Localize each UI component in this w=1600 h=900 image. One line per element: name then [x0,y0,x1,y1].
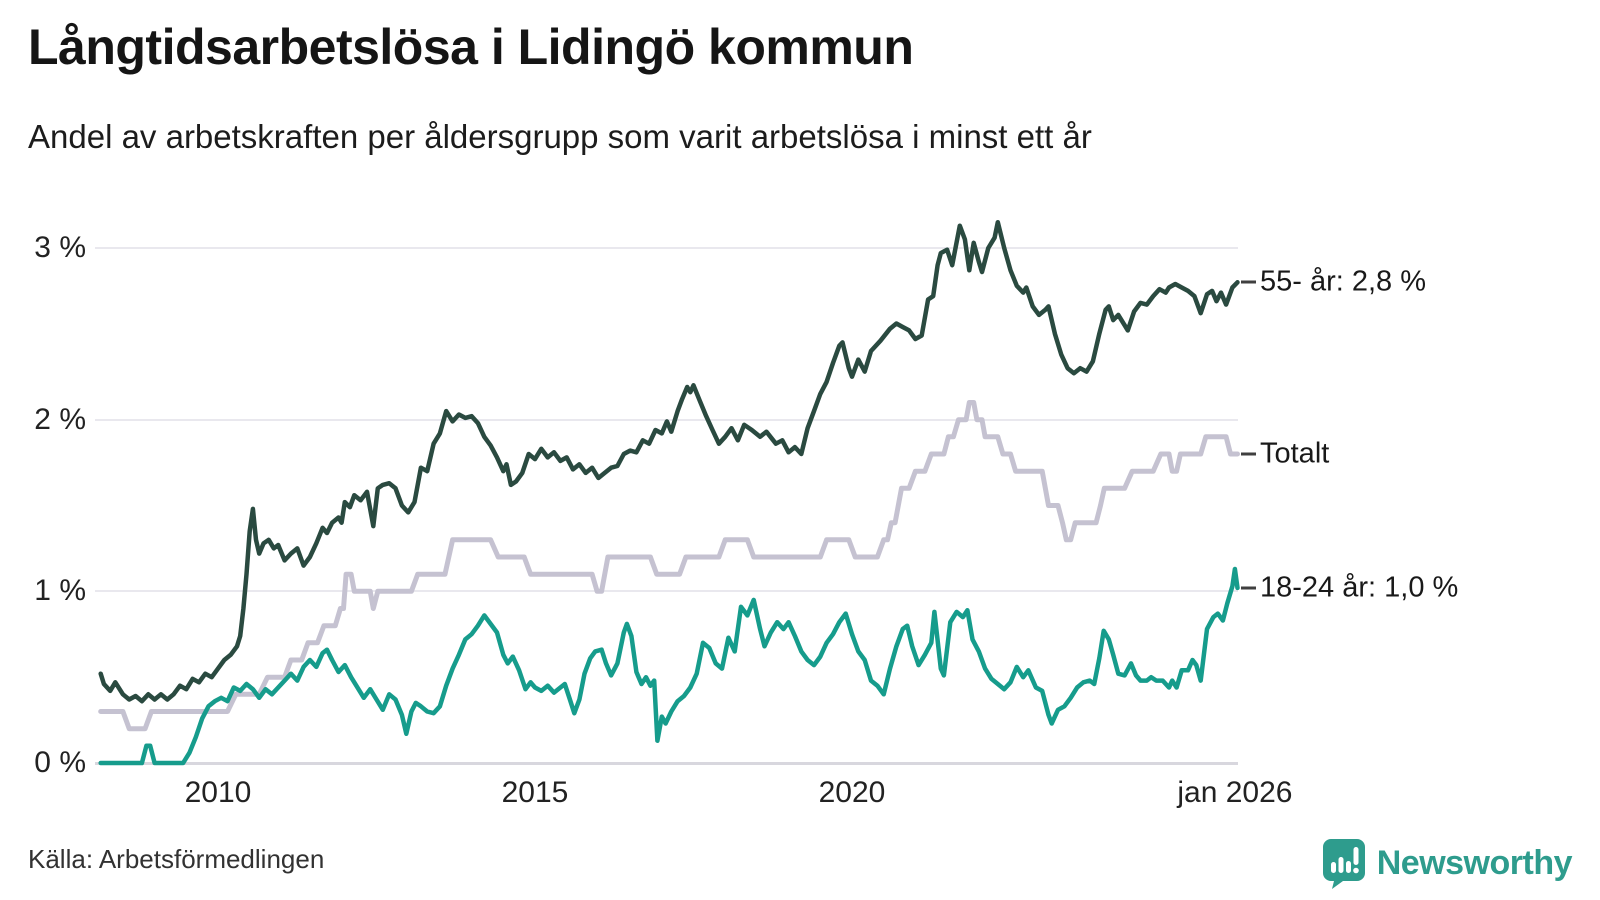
line-1824 [98,566,1240,766]
logo-bar-3 [1345,861,1351,873]
logo-bar-1 [1330,862,1336,873]
series-end-label-totalt: Totalt [1260,437,1330,470]
x-tick-label: 2015 [501,776,569,809]
series-end-label-55: 55- år: 2,8 % [1260,265,1427,298]
logo-exclamation-dot [1352,867,1359,874]
newsworthy-logo[interactable]: Newsworthy [1321,836,1573,890]
logo-bar-2 [1338,857,1344,873]
y-tick-label: 2 % [34,402,86,436]
gridline-3 [95,246,1238,249]
gridline-0 [95,762,1238,765]
gridline-1 [95,590,1238,593]
y-tick-label: 0 % [34,746,86,779]
x-tick-label: 2010 [184,776,252,809]
logo-exclamation-bar [1353,847,1359,865]
source-credit: Källa: Arbetsförmedlingen [28,844,325,874]
series-label-dash-55 [1241,280,1256,284]
brand-name: Newsworthy [1376,843,1573,882]
series-label-dash-1824 [1241,586,1256,590]
newsworthy-bubble-icon [1322,839,1365,889]
y-tick-label: 3 % [34,230,86,264]
x-tick-label: jan 2026 [1177,776,1293,809]
line-totalt [98,400,1240,732]
page-title: Långtidsarbetslösa i Lidingö kommun [28,19,914,75]
x-tick-label: 2020 [818,776,886,809]
line-55 [98,219,1240,704]
series-end-label-1824: 18-24 år: 1,0 % [1260,571,1459,604]
page-subtitle: Andel av arbetskraften per åldersgrupp s… [28,118,1092,155]
series-label-dash-totalt [1241,452,1256,456]
y-tick-label: 1 % [34,574,86,608]
